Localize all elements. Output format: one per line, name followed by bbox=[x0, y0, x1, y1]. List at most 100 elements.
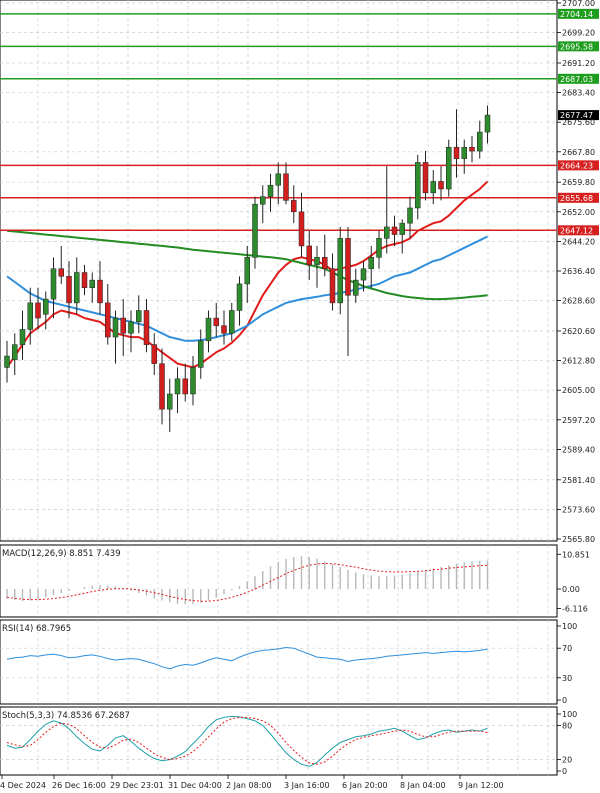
bull-candle-body bbox=[353, 279, 359, 296]
candlesticks bbox=[4, 105, 491, 432]
bull-candle-body bbox=[368, 257, 374, 269]
price-tick-label: 2597.20 bbox=[562, 416, 595, 425]
bear-candle-body bbox=[291, 200, 297, 213]
bear-candle-body bbox=[453, 146, 460, 159]
price-tick-label: 2675.60 bbox=[562, 118, 595, 127]
rsi-tick-label: 100 bbox=[562, 622, 577, 631]
resistance-level-tag bbox=[558, 8, 599, 19]
price-tick-label: 2644.20 bbox=[562, 237, 595, 246]
bull-candle-body bbox=[27, 302, 33, 330]
bear-candle-body bbox=[66, 276, 72, 304]
price-tick-label: 2620.60 bbox=[562, 327, 595, 336]
bear-candle-body bbox=[159, 363, 165, 410]
horizontal-levels: 2704.14 2695.58 2687.03 2664.23 2655.68 2647.… bbox=[0, 8, 599, 236]
bull-candle-body bbox=[376, 238, 382, 258]
time-tick-label: 31 Dec 04:00 bbox=[168, 781, 222, 790]
macd-title: MACD(12,26,9) 8.851 7.439 bbox=[2, 549, 121, 559]
bull-candle-body bbox=[74, 272, 80, 304]
price-tick-label: 2565.80 bbox=[562, 535, 595, 544]
time-tick-label: 29 Dec 23:01 bbox=[110, 781, 164, 790]
bear-candle-body bbox=[283, 173, 289, 201]
bear-candle-body bbox=[97, 279, 103, 304]
bull-candle-body bbox=[415, 162, 421, 209]
rsi-tick-label: 30 bbox=[562, 674, 572, 683]
bear-candle-body bbox=[120, 317, 126, 334]
bull-candle-body bbox=[399, 222, 405, 235]
bear-candle-body bbox=[345, 238, 351, 296]
bull-candle-body bbox=[50, 268, 57, 300]
stoch-panel-frame bbox=[0, 706, 558, 776]
resistance-level-tag bbox=[558, 41, 599, 52]
stoch-signal-line bbox=[6, 716, 488, 765]
resistance-level-tag bbox=[558, 73, 599, 84]
bull-candle-body bbox=[314, 257, 320, 266]
price-tick-label: 2612.80 bbox=[562, 357, 595, 366]
grid-lines bbox=[0, 0, 557, 775]
bear-candle-body bbox=[221, 325, 227, 334]
rsi-tick-label: 70 bbox=[562, 644, 572, 653]
rsi-line bbox=[6, 646, 488, 670]
bear-candle-body bbox=[143, 310, 150, 345]
bull-candle-body bbox=[407, 207, 413, 224]
bear-candle-body bbox=[58, 268, 64, 277]
bull-candle-body bbox=[260, 196, 266, 205]
bear-candle-body bbox=[151, 344, 157, 364]
rsi-title: RSI(14) 68.7965 bbox=[2, 624, 71, 634]
last-price-tag bbox=[558, 110, 599, 121]
time-tick-label: 8 Jan 04:00 bbox=[400, 781, 446, 790]
bull-candle-body bbox=[461, 146, 467, 159]
bull-candle-body bbox=[167, 393, 173, 410]
price-tick-label: 2659.80 bbox=[562, 178, 595, 187]
bull-candle-body bbox=[136, 310, 142, 323]
bull-candle-body bbox=[252, 203, 258, 258]
panel-frames bbox=[0, 0, 558, 776]
price-tick-label: 2636.40 bbox=[562, 267, 595, 276]
bear-candle-body bbox=[469, 146, 475, 152]
bull-candle-body bbox=[446, 146, 452, 190]
time-axis: 4 Dec 2024 26 Dec 16:00 29 Dec 23:01 31 Dec… bbox=[0, 775, 504, 790]
bull-candle-body bbox=[430, 181, 436, 194]
time-tick-label: 2 Jan 08:00 bbox=[226, 781, 272, 790]
rsi-tick-label: 0 bbox=[562, 696, 567, 705]
price-tick-label: 2683.40 bbox=[562, 89, 595, 98]
price-tick-label: 2573.60 bbox=[562, 505, 595, 514]
price-tick-label: 2652.00 bbox=[562, 208, 595, 217]
price-tick-label: 2699.20 bbox=[562, 29, 595, 38]
bull-candle-body bbox=[19, 329, 26, 345]
stoch-title: Stoch(5,3,3) 74.8536 67.2687 bbox=[2, 711, 130, 721]
bear-candle-body bbox=[105, 302, 111, 338]
price-tick-label: 2589.40 bbox=[562, 445, 595, 454]
bear-candle-body bbox=[322, 257, 328, 269]
support-level-label: 2664.23 bbox=[560, 161, 593, 170]
bull-candle-body bbox=[229, 310, 235, 334]
macd-signal-line bbox=[6, 562, 488, 602]
macd-tick-label: -6.116 bbox=[562, 605, 588, 614]
stoch-tick-label: 0 bbox=[562, 767, 567, 776]
bull-candle-body bbox=[4, 355, 10, 368]
bull-candle-body bbox=[12, 344, 18, 361]
macd-tick-label: 0.00 bbox=[562, 585, 580, 594]
macd-indicator: 10.851 0.00 -6.116 bbox=[6, 550, 590, 614]
bear-candle-body bbox=[35, 302, 41, 319]
bull-candle-body bbox=[128, 321, 134, 334]
bull-candle-body bbox=[337, 238, 343, 304]
bull-candle-body bbox=[112, 317, 119, 338]
bull-candle-body bbox=[477, 131, 483, 152]
bull-candle-body bbox=[275, 173, 281, 186]
price-panel-frame bbox=[0, 0, 558, 542]
bull-candle-body bbox=[174, 378, 181, 395]
rsi-indicator: 100 70 30 0 bbox=[0, 622, 577, 705]
time-tick-label: 4 Dec 2024 bbox=[0, 781, 46, 790]
support-level-tag bbox=[558, 160, 599, 171]
stoch-tick-label: 100 bbox=[562, 710, 577, 719]
resistance-level-label: 2687.03 bbox=[560, 75, 593, 84]
bull-candle-body bbox=[384, 226, 390, 239]
bull-candle-body bbox=[360, 268, 367, 281]
bull-candle-body bbox=[198, 340, 204, 368]
time-tick-label: 26 Dec 16:00 bbox=[52, 781, 106, 790]
price-tick-label: 2691.20 bbox=[562, 59, 595, 68]
price-tick-label: 2628.60 bbox=[562, 297, 595, 306]
support-level-label: 2647.12 bbox=[560, 226, 593, 235]
